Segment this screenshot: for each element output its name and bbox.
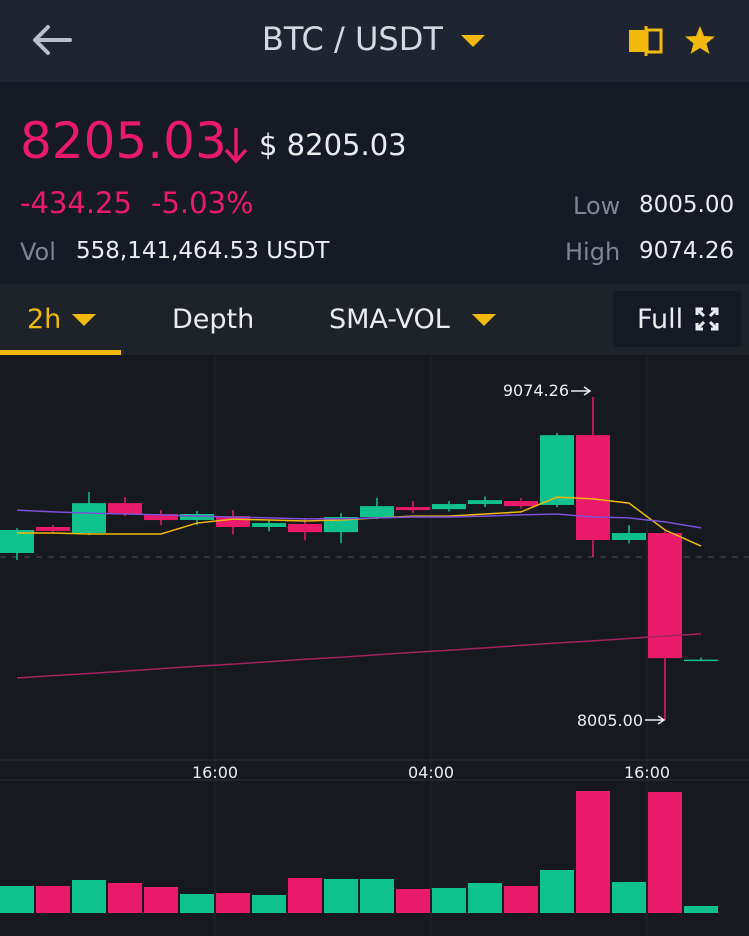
- top-bar: BTC / USDT: [0, 0, 749, 82]
- volume-bar: [468, 883, 502, 913]
- candle-body: [432, 504, 466, 510]
- volume-bar: [180, 894, 214, 913]
- volume-bar: [252, 895, 286, 913]
- candle-body: [612, 533, 646, 540]
- chart-background: [0, 356, 749, 936]
- fullscreen-icon: [695, 307, 719, 331]
- volume-bar: [612, 882, 646, 913]
- volume-bar: [36, 886, 70, 913]
- volume-bar: [504, 886, 538, 913]
- active-underline: [0, 350, 121, 355]
- candle-body: [36, 526, 70, 531]
- candle-body: [288, 523, 322, 533]
- volume-bar: [576, 791, 610, 913]
- candlestick-chart: 16:00 04:00 16:00 9074.26 8005.00: [0, 356, 749, 936]
- down-arrow: [224, 128, 248, 164]
- candle-body: [252, 523, 286, 527]
- vol-label: Vol: [20, 238, 56, 266]
- depth-tab[interactable]: Depth: [172, 304, 255, 335]
- back-button[interactable]: [30, 22, 74, 58]
- favorite-star[interactable]: [684, 25, 716, 55]
- candle-body: [576, 435, 610, 540]
- annotation-arrow: [645, 715, 666, 725]
- dropdown-icon: [472, 314, 496, 326]
- volume-bar: [396, 889, 430, 913]
- high-annotation: 9074.26: [503, 381, 569, 400]
- candle-body: [180, 514, 214, 521]
- pair-selector[interactable]: BTC / USDT: [0, 20, 749, 58]
- x-tick-label: 16:00: [192, 763, 238, 782]
- volume-bar: [648, 792, 682, 913]
- volume-bar: [0, 886, 34, 913]
- candle-body: [360, 506, 394, 518]
- low-label: Low: [573, 192, 621, 220]
- moving-average: [16, 509, 702, 529]
- low-value: 8005.00: [639, 192, 735, 218]
- x-tick-label: 16:00: [624, 763, 670, 782]
- dropdown-icon: [72, 314, 96, 326]
- volume-bar: [684, 906, 718, 913]
- candle-body: [72, 503, 106, 534]
- high-value: 9074.26: [639, 238, 735, 264]
- full-text: Full: [637, 304, 684, 335]
- candle-body: [648, 533, 682, 659]
- usd-price: $ 8205.03: [259, 128, 407, 162]
- candle-body: [396, 507, 430, 511]
- volume-bar: [108, 883, 142, 913]
- volume-bar: [72, 880, 106, 913]
- high-label: High: [565, 238, 621, 266]
- price-change: -434.25: [20, 186, 132, 220]
- candle-body: [0, 530, 34, 553]
- chart-tabs: 2h Depth SMA-VOL Full: [0, 284, 749, 355]
- candle-body: [684, 659, 718, 662]
- candle-body: [144, 514, 178, 521]
- x-tick-label: 04:00: [408, 763, 454, 782]
- last-price: 8205.03: [20, 112, 227, 170]
- dropdown-icon: [461, 35, 486, 47]
- volume-bar: [360, 879, 394, 913]
- annotation-arrow: [571, 386, 592, 396]
- moving-average: [16, 633, 702, 679]
- indicator-tab[interactable]: SMA-VOL: [329, 304, 450, 335]
- candle-body: [216, 516, 250, 527]
- interval-text: 2h: [27, 304, 62, 335]
- volume-bar: [144, 887, 178, 913]
- volume-bar: [216, 893, 250, 913]
- vol-value: 558,141,464.53 USDT: [76, 238, 330, 264]
- volume-bar: [432, 888, 466, 913]
- interval-tab[interactable]: 2h: [0, 284, 121, 355]
- candle-body: [504, 501, 538, 507]
- ticker-panel: 8205.03 $ 8205.03 -434.25 -5.03% Low 800…: [0, 82, 749, 282]
- candle-body: [468, 500, 502, 505]
- fullscreen-button[interactable]: Full: [613, 291, 741, 347]
- volume-bar: [288, 878, 322, 913]
- volume-bar: [540, 870, 574, 913]
- candle-body: [540, 435, 574, 505]
- price-change-pct: -5.03%: [151, 186, 254, 220]
- low-annotation: 8005.00: [577, 711, 643, 730]
- pair-text: BTC / USDT: [261, 20, 443, 58]
- volume-bar: [324, 879, 358, 913]
- layout-icon[interactable]: [627, 24, 665, 58]
- candle-body: [108, 503, 142, 515]
